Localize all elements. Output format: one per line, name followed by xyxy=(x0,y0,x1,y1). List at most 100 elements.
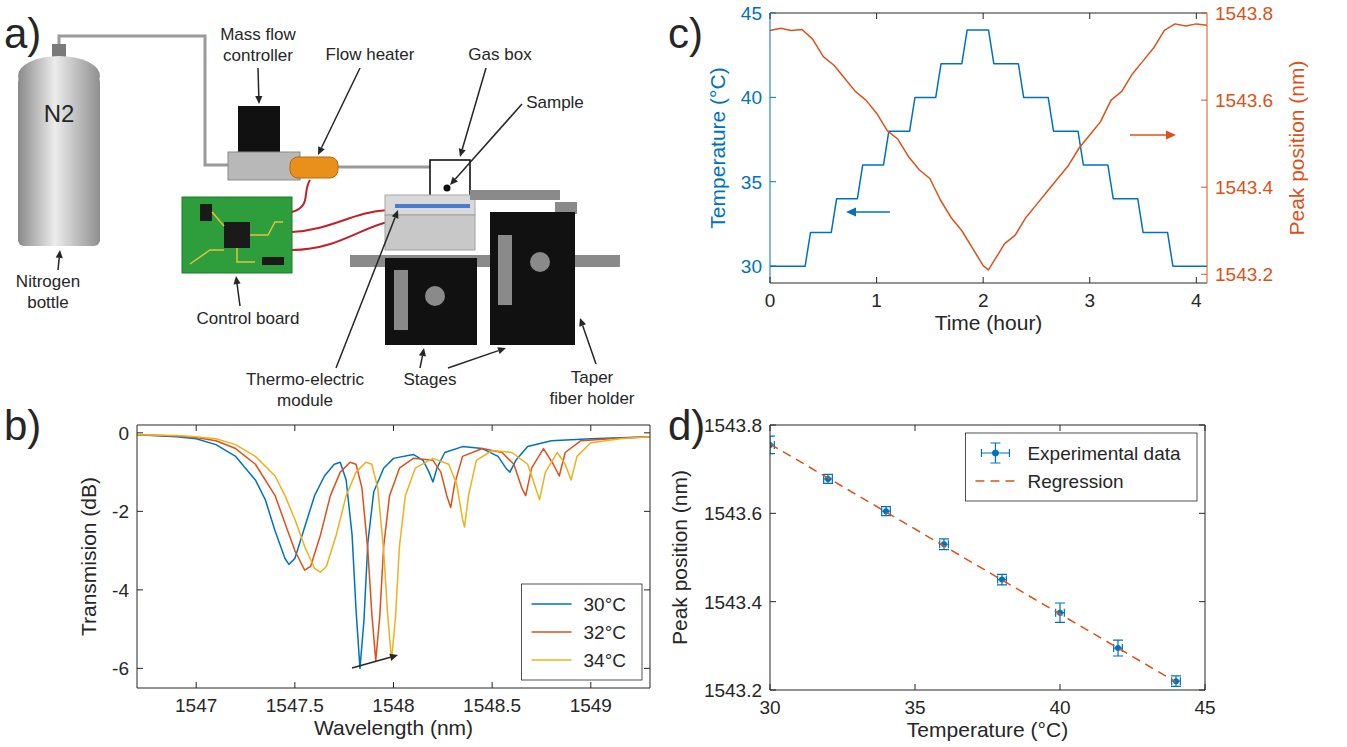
diagram-label: fiber holder xyxy=(549,389,634,408)
arrow-shaft xyxy=(1130,134,1166,136)
arrow-head xyxy=(497,347,506,354)
sample xyxy=(444,185,451,192)
data-line xyxy=(770,24,1207,270)
chart-panel: b)15471547.515481548.51549-6-4-20Wavelen… xyxy=(4,402,650,739)
arrow-shaft xyxy=(420,356,422,368)
arrow-shaft xyxy=(321,68,360,148)
diagram-label: Taper xyxy=(571,368,614,387)
tick xyxy=(137,589,143,590)
arrow-shaft xyxy=(257,68,259,96)
background xyxy=(0,0,1347,747)
panel-label: a) xyxy=(4,10,41,57)
axis-line xyxy=(770,283,1207,284)
arrow xyxy=(419,348,426,368)
arrow xyxy=(352,654,398,668)
board-chip xyxy=(200,204,212,221)
diagram-label: Sample xyxy=(526,93,584,112)
tick-label: 40 xyxy=(1049,697,1070,718)
arrow-shaft xyxy=(448,351,498,368)
stage-screw xyxy=(530,252,550,272)
stage-knob xyxy=(394,270,408,330)
board-trace xyxy=(250,222,283,235)
error-bar xyxy=(1113,640,1123,656)
arrow xyxy=(459,68,486,157)
tick xyxy=(983,277,984,283)
legend-swatch xyxy=(975,480,1015,482)
error-bar xyxy=(1171,676,1181,687)
panel-label: d) xyxy=(668,402,705,449)
axis-line xyxy=(137,425,138,688)
x-error-bar xyxy=(1172,677,1181,685)
tick xyxy=(294,682,295,688)
arrow-shaft xyxy=(455,104,522,179)
tick xyxy=(644,511,650,512)
tick xyxy=(644,668,650,669)
tick xyxy=(644,589,650,590)
tick xyxy=(590,682,591,688)
tick xyxy=(137,432,143,433)
axis-line xyxy=(770,690,1205,691)
arrow-head xyxy=(459,148,466,157)
axis-title: Time (hour) xyxy=(935,311,1043,334)
arrow-head xyxy=(56,250,63,258)
diagram-label: Control board xyxy=(196,309,299,328)
tick xyxy=(644,432,650,433)
legend-box xyxy=(522,584,642,680)
tick-label: 1543.6 xyxy=(1215,90,1273,111)
arrow-shaft xyxy=(58,258,59,270)
tick xyxy=(876,13,877,19)
tick-label: 1548.5 xyxy=(463,695,521,716)
tick xyxy=(492,425,493,431)
tick xyxy=(770,684,771,690)
arrow xyxy=(56,250,63,270)
tick xyxy=(770,97,776,98)
tick xyxy=(393,682,394,688)
tick xyxy=(1201,13,1207,14)
axis-line xyxy=(1207,13,1208,283)
tick-label: 30 xyxy=(759,697,780,718)
tick-label: 1543.8 xyxy=(1215,3,1273,24)
chart-panel: d)303540451543.21543.41543.61543.8Temper… xyxy=(668,402,1216,741)
axis-line xyxy=(650,425,651,688)
tick-label: 1549 xyxy=(570,695,612,716)
arrow-head xyxy=(389,654,398,661)
tick xyxy=(1196,277,1197,283)
diagram-label: Gas box xyxy=(468,45,532,64)
plot-area xyxy=(770,24,1207,270)
legend: Experimental dataRegression xyxy=(965,433,1197,501)
tick xyxy=(1205,425,1206,431)
control-board xyxy=(182,197,292,273)
axis-title: Peak position (nm) xyxy=(1285,60,1308,235)
arrow xyxy=(846,208,890,217)
diagram-label: controller xyxy=(223,46,293,65)
tick-label: 35 xyxy=(904,697,925,718)
axis-title: Temperature (°C) xyxy=(907,718,1068,741)
tick-label: 1543.4 xyxy=(1215,177,1274,198)
arrow xyxy=(318,68,360,155)
tick-label: 3 xyxy=(1084,290,1095,311)
tick xyxy=(393,425,394,431)
tick xyxy=(1196,13,1197,19)
legend-swatch xyxy=(532,631,572,633)
diagram-label: Stages xyxy=(404,370,457,389)
wire xyxy=(292,210,388,232)
tick xyxy=(1205,684,1206,690)
diagram-label: module xyxy=(277,391,333,410)
mfc-base xyxy=(228,152,300,180)
stage xyxy=(490,212,575,345)
arrow-head xyxy=(579,318,586,327)
diagram-label: Mass flow xyxy=(220,25,296,44)
arrow-head xyxy=(233,276,240,284)
tick xyxy=(770,277,771,283)
tick xyxy=(876,277,877,283)
legend-swatch xyxy=(981,443,1009,463)
axis-line xyxy=(1205,425,1206,690)
mfc-body xyxy=(238,106,280,152)
tick-label: 1543.6 xyxy=(704,503,762,524)
gas-pipe xyxy=(338,166,430,169)
arrow xyxy=(1130,131,1176,140)
axis-line xyxy=(770,425,1205,426)
axis-line xyxy=(770,425,771,690)
axis-line xyxy=(770,13,771,283)
tick-label: 1547 xyxy=(175,695,217,716)
